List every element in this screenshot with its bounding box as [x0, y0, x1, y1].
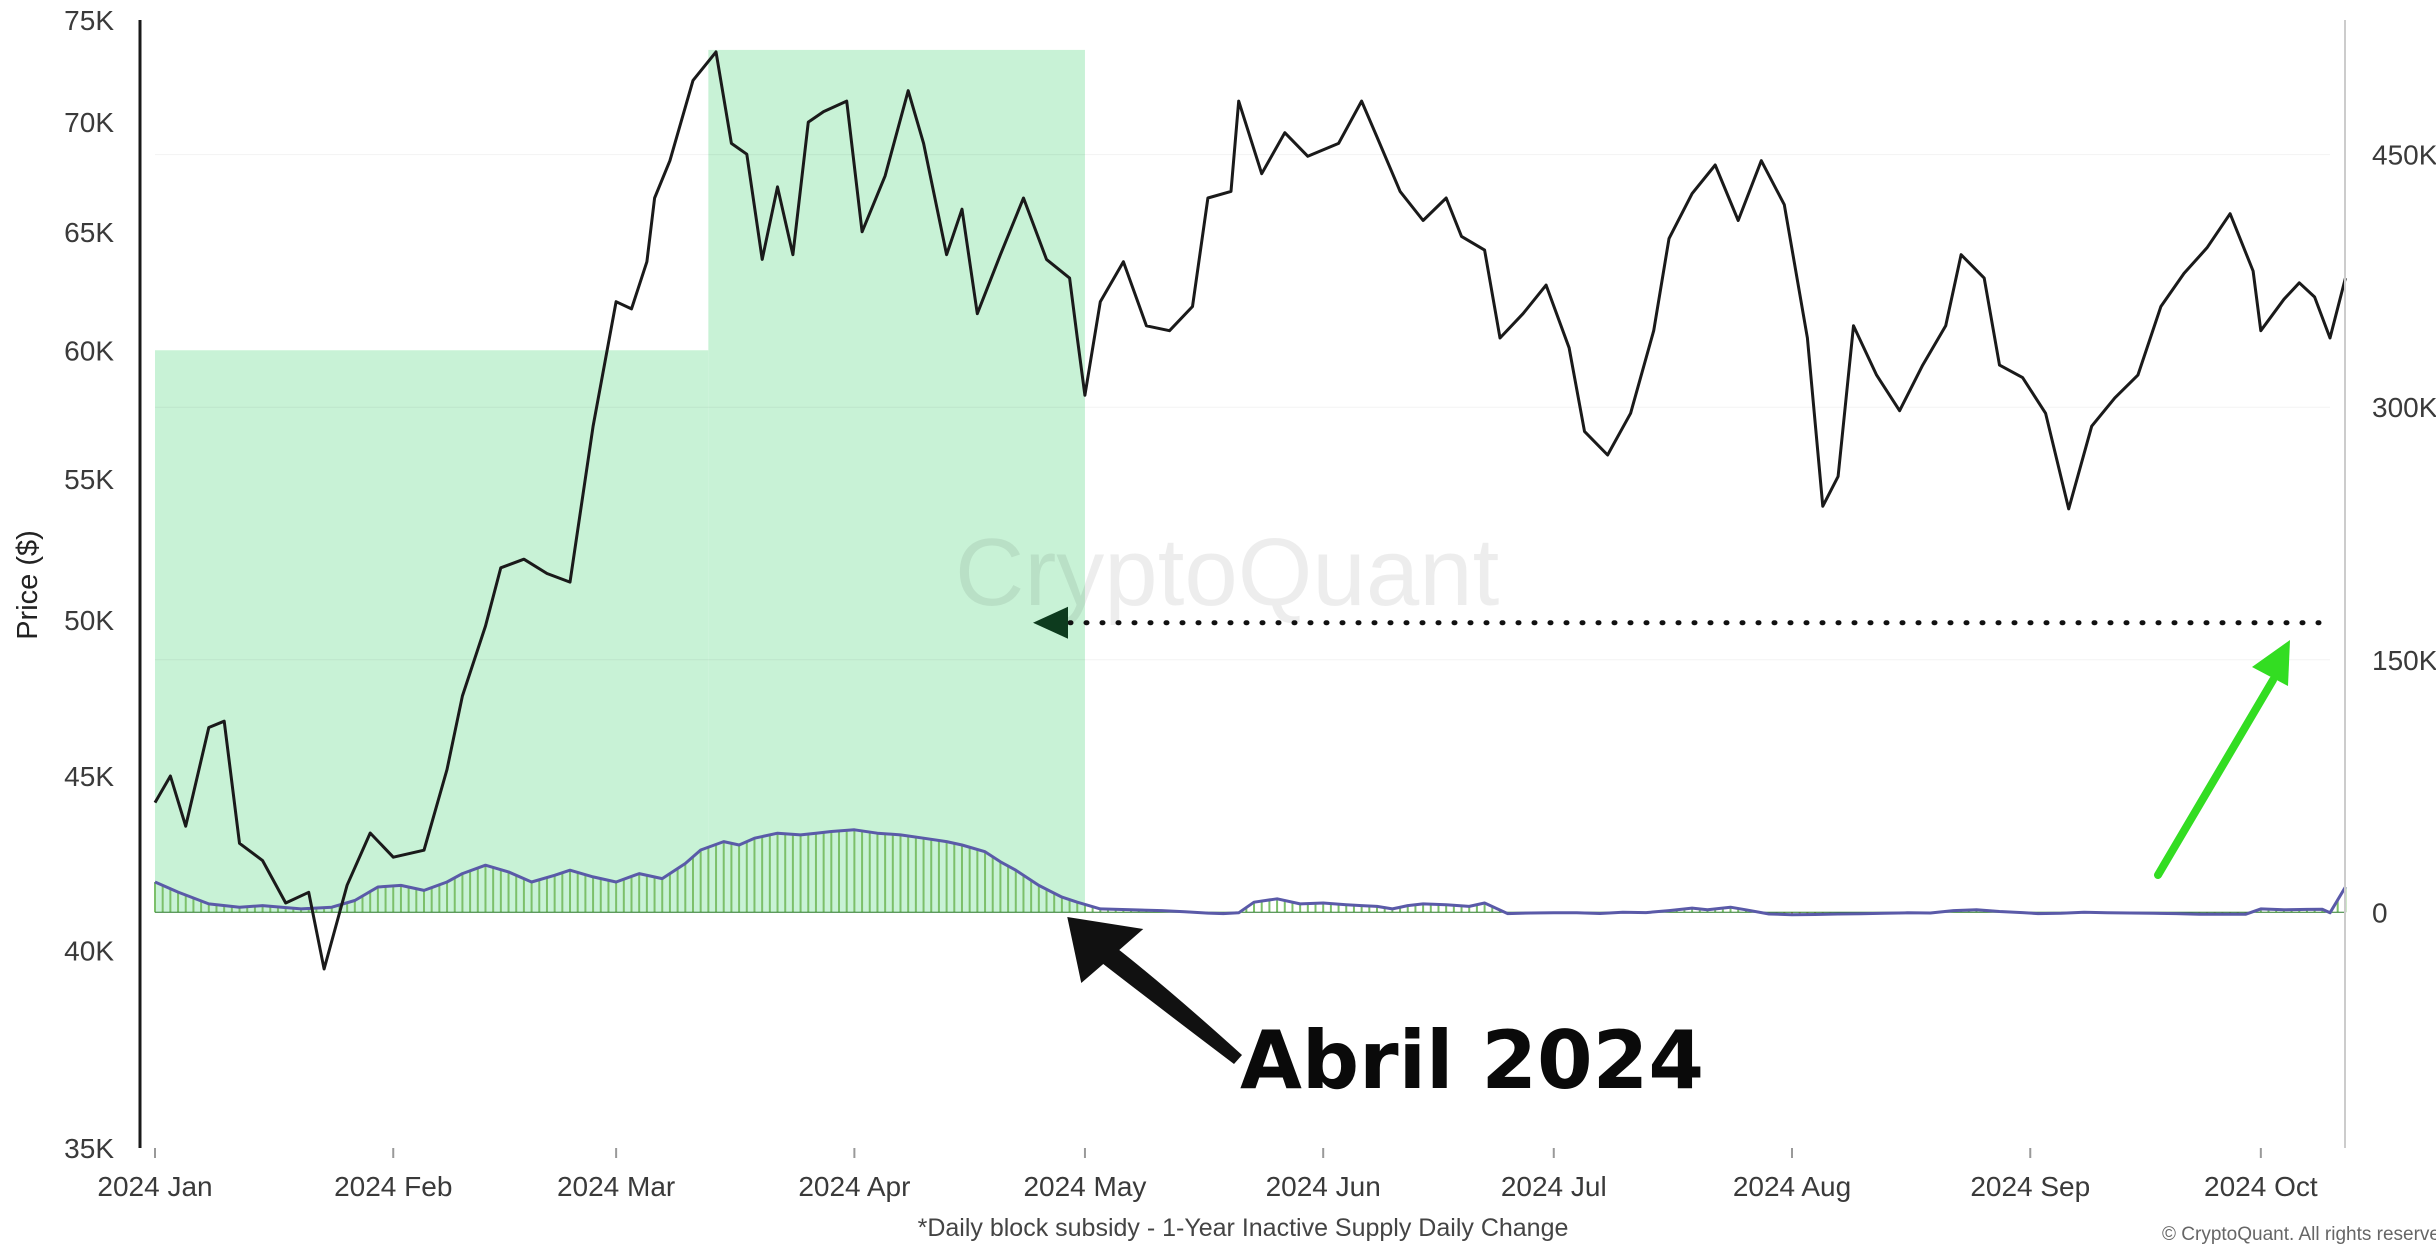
- price-line: [153, 50, 2347, 971]
- y-left-tick-label: 50K: [64, 605, 114, 636]
- x-tick-label: 2024 May: [1023, 1171, 1146, 1202]
- y-right-tick-label: 450K: [2372, 140, 2436, 171]
- y-left-tick-label: 35K: [64, 1133, 114, 1164]
- annotations: Abril 2024: [1033, 606, 2334, 1107]
- highlight-region-2: [708, 49, 1085, 913]
- axes: [138, 20, 2346, 1148]
- right-axis-ticks: 450K 300K 150K 0: [2372, 140, 2436, 929]
- annotation-label: Abril 2024: [1240, 1014, 1704, 1107]
- x-axis-footnote: *Daily block subsidy - 1-Year Inactive S…: [918, 1214, 1569, 1242]
- copyright-notice: © CryptoQuant. All rights reserved: [2162, 1224, 2436, 1245]
- y-right-tick-label: 0: [2372, 897, 2388, 928]
- x-tick-label: 2024 Oct: [2204, 1171, 2318, 1202]
- watermark: CryptoQuant: [955, 519, 1499, 626]
- reference-arrowhead-left: [1033, 606, 1068, 639]
- y-left-tick-label: 40K: [64, 935, 114, 966]
- x-tick-label: 2024 Jun: [1266, 1171, 1381, 1202]
- black-curved-arrow: [1067, 917, 1242, 1064]
- y-left-tick-label: 60K: [64, 335, 114, 366]
- y-right-tick-label: 300K: [2372, 392, 2436, 423]
- y-left-tick-label: 65K: [64, 217, 114, 248]
- y-right-tick-label: 150K: [2372, 645, 2436, 676]
- y-axis-title: Price ($): [12, 530, 44, 640]
- x-axis-ticks: 2024 Jan 2024 Feb 2024 Mar 2024 Apr 2024 May…: [97, 1148, 2318, 1202]
- y-left-tick-label: 45K: [64, 761, 114, 792]
- y-left-tick-label: 75K: [64, 5, 114, 36]
- y-left-tick-label: 70K: [64, 107, 114, 138]
- highlight-regions: [155, 49, 1085, 913]
- green-rising-arrow-shaft: [2154, 676, 2277, 879]
- x-tick-label: 2024 Jan: [97, 1171, 212, 1202]
- x-tick-label: 2024 Jul: [1501, 1171, 1607, 1202]
- left-axis-ticks: 75K 70K 65K 60K 55K 50K 45K 40K 35K: [64, 5, 114, 1164]
- series-lines: [153, 50, 2347, 971]
- x-tick-label: 2024 Apr: [798, 1171, 910, 1202]
- inactive-supply-line: [154, 828, 2347, 917]
- x-tick-label: 2024 Feb: [334, 1171, 452, 1202]
- x-tick-label: 2024 Aug: [1733, 1171, 1851, 1202]
- x-tick-label: 2024 Mar: [557, 1171, 675, 1202]
- green-rising-arrow-head: [2252, 640, 2290, 686]
- y-left-tick-label: 55K: [64, 464, 114, 495]
- x-tick-label: 2024 Sep: [1970, 1171, 2090, 1202]
